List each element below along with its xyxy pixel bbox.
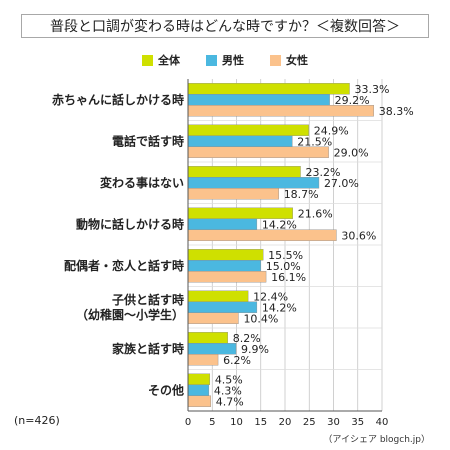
category-label: 赤ちゃんに話しかける時	[52, 92, 184, 107]
legend-label: 男性	[222, 54, 244, 67]
sample-size-note: (n=426)	[14, 414, 60, 427]
data-label: 29.2%	[335, 94, 370, 107]
data-label: 15.5%	[268, 249, 303, 262]
bar-2-3	[187, 229, 337, 241]
bar-0-4	[187, 249, 264, 261]
legend-swatch	[270, 54, 281, 66]
bar-2-2	[187, 188, 279, 200]
x-tick-label: 30	[327, 417, 340, 428]
bar-0-1	[187, 124, 309, 136]
data-label: 4.3%	[214, 384, 242, 397]
legend-label: 女性	[286, 54, 308, 67]
category-label: 子供と話す時	[112, 292, 184, 307]
bar-2-4	[187, 271, 267, 283]
legend-item-0: 全体	[142, 50, 180, 70]
data-label: 14.2%	[262, 301, 297, 314]
data-label: 16.1%	[271, 271, 306, 284]
data-label: 21.6%	[298, 207, 333, 220]
category-label: 変わる事はない	[100, 175, 184, 190]
legend-item-1: 男性	[206, 50, 244, 70]
category-label: （幼稚園〜小学生）	[76, 307, 184, 322]
x-tick-label: 10	[230, 417, 243, 428]
bar-1-4	[187, 260, 261, 272]
bar-2-7	[187, 395, 211, 407]
x-tick-label: 15	[254, 417, 267, 428]
data-label: 30.6%	[341, 229, 376, 242]
data-label: 10.4%	[243, 312, 278, 325]
data-label: 38.3%	[379, 105, 414, 118]
bar-0-0	[187, 83, 350, 95]
bar-1-5	[187, 301, 258, 313]
data-label: 27.0%	[324, 177, 359, 190]
bar-0-7	[187, 373, 211, 385]
data-label: 29.0%	[334, 146, 369, 159]
bar-0-5	[187, 290, 249, 302]
x-tick-label: 25	[303, 417, 316, 428]
source-note: （アイシェア blogch.jp）	[323, 435, 430, 445]
bar-0-6	[187, 332, 228, 344]
category-label: 家族と話す時	[112, 341, 184, 356]
x-tick-label: 40	[376, 417, 389, 428]
bar-1-6	[187, 343, 237, 355]
x-tick-label: 35	[351, 417, 364, 428]
data-label: 18.7%	[284, 188, 319, 201]
x-tick-label: 20	[279, 417, 292, 428]
bar-1-3	[187, 218, 258, 230]
bar-0-2	[187, 166, 301, 178]
legend-swatch	[206, 54, 217, 66]
bar-0-3	[187, 207, 293, 219]
bar-1-0	[187, 94, 330, 106]
data-label: 4.5%	[215, 373, 243, 386]
legend-label: 全体	[158, 54, 180, 67]
x-tick-label: 0	[185, 417, 191, 428]
data-label: 15.0%	[266, 260, 301, 273]
bar-1-2	[187, 177, 320, 189]
bar-2-6	[187, 354, 219, 366]
data-label: 12.4%	[253, 290, 288, 303]
x-tick-label: 5	[209, 417, 215, 428]
data-label: 23.2%	[306, 166, 341, 179]
bar-2-5	[187, 312, 239, 324]
bar-2-0	[187, 105, 374, 117]
category-label: 電話で話す時	[112, 133, 184, 148]
category-label: 動物に話しかける時	[76, 216, 184, 231]
legend-swatch	[142, 54, 153, 66]
bar-1-1	[187, 135, 293, 147]
data-label: 21.5%	[297, 135, 332, 148]
category-label: その他	[148, 382, 184, 397]
data-label: 6.2%	[223, 354, 251, 367]
bar-1-7	[187, 384, 210, 396]
data-label: 33.3%	[355, 83, 390, 96]
data-label: 9.9%	[241, 343, 269, 356]
data-label: 14.2%	[262, 218, 297, 231]
bar-2-1	[187, 146, 329, 158]
data-label: 24.9%	[314, 124, 349, 137]
data-label: 4.7%	[216, 395, 244, 408]
data-label: 8.2%	[233, 332, 261, 345]
legend-item-2: 女性	[270, 50, 308, 70]
chart-title: 普段と口調が変わる時はどんな時ですか？＜複数回答＞	[21, 14, 429, 38]
category-label: 配偶者・恋人と話す時	[64, 258, 184, 273]
legend: 全体 男性 女性	[0, 50, 450, 70]
